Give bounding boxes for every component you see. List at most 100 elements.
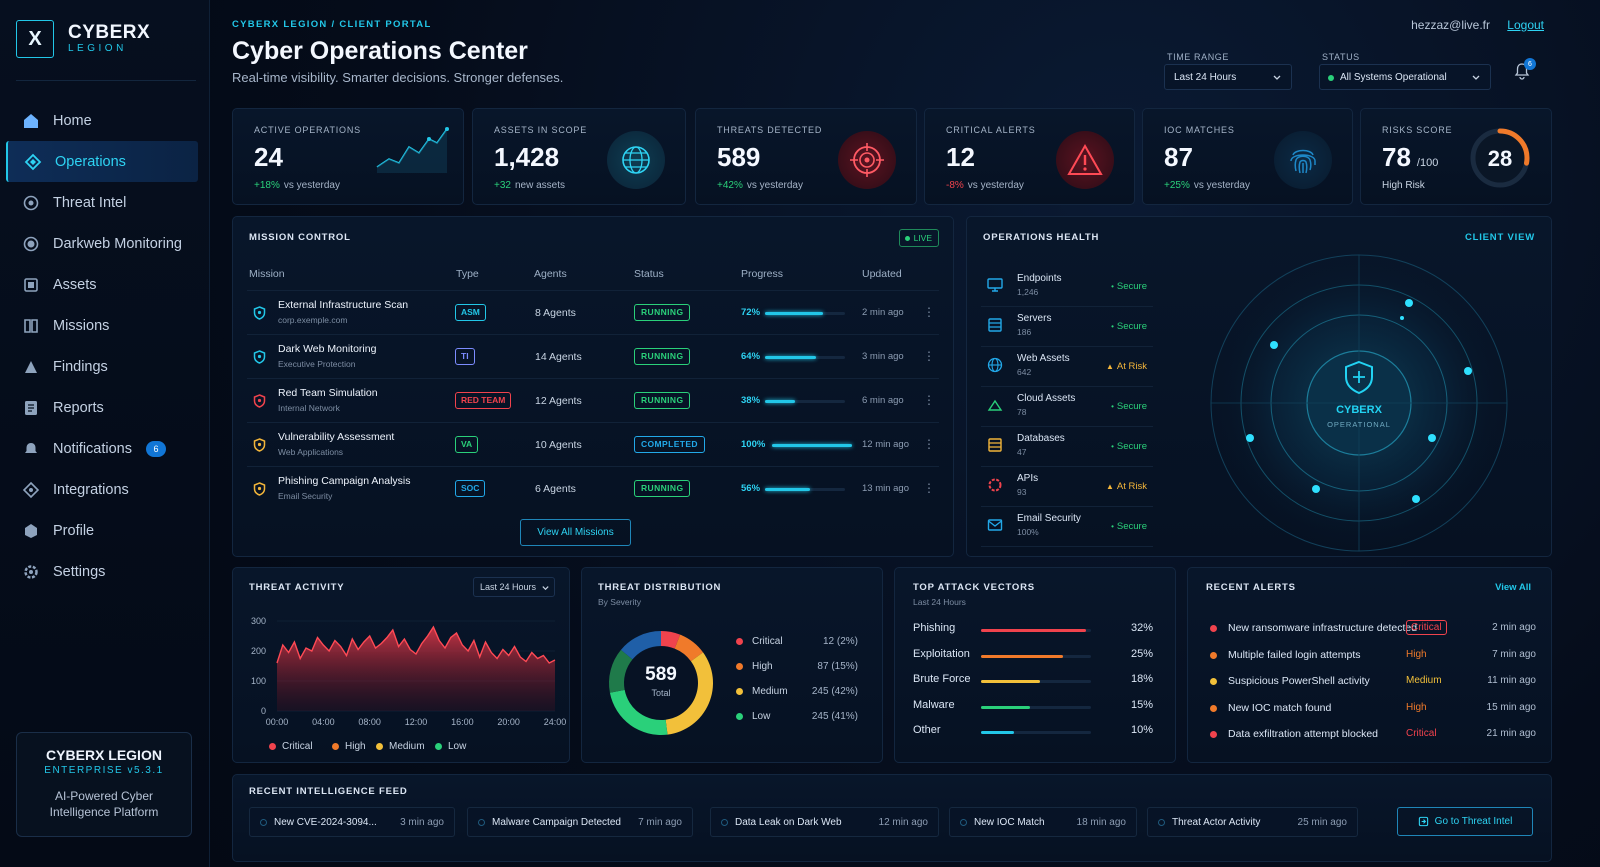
mission-column-header[interactable]: Progress bbox=[741, 268, 784, 280]
health-item-servers[interactable]: Servers 186 • Secure bbox=[981, 307, 1153, 347]
more-options-icon[interactable]: ⋮ bbox=[923, 481, 935, 495]
mission-column-header[interactable]: Agents bbox=[534, 268, 567, 280]
health-item-email-security[interactable]: Email Security 100% • Secure bbox=[981, 507, 1153, 547]
activity-legend-item[interactable]: High bbox=[332, 741, 366, 752]
activity-legend-item[interactable]: Medium bbox=[376, 741, 425, 752]
kpi-active-operations[interactable]: ACTIVE OPERATIONS 24 +18% vs yesterday bbox=[232, 108, 464, 205]
distribution-legend-item[interactable]: Low 245 (41%) bbox=[736, 711, 858, 722]
status-select[interactable]: All Systems Operational bbox=[1319, 64, 1491, 90]
distribution-legend-item[interactable]: High 87 (15%) bbox=[736, 661, 858, 672]
kpi-subtext: +32 new assets bbox=[494, 180, 565, 191]
activity-legend-item[interactable]: Critical bbox=[269, 741, 313, 752]
x-tick-label: 24:00 bbox=[544, 717, 567, 727]
kpi-risks-score[interactable]: RISKS SCORE 78/100 High Risk 28 bbox=[1360, 108, 1552, 205]
activity-legend-item[interactable]: Low bbox=[435, 741, 466, 752]
alert-row[interactable]: Multiple failed login attempts High 7 min … bbox=[1206, 647, 1536, 667]
sidebar-item-threat-intel[interactable]: Threat Intel bbox=[6, 182, 198, 223]
distribution-legend-item[interactable]: Critical 12 (2%) bbox=[736, 636, 858, 647]
kpi-label: ASSETS IN SCOPE bbox=[494, 125, 588, 135]
mission-progress-value: 64% bbox=[741, 351, 761, 362]
sidebar-item-integrations[interactable]: Integrations bbox=[6, 469, 198, 510]
attack-vector-row[interactable]: Phishing 32% bbox=[913, 622, 1153, 642]
breadcrumb[interactable]: CYBERX LEGION / CLIENT PORTAL bbox=[232, 19, 432, 30]
mission-row[interactable]: Red Team Simulation Internal Network RED T… bbox=[247, 378, 939, 422]
legend-label: Medium bbox=[752, 686, 788, 697]
mission-target: Email Security bbox=[278, 491, 333, 501]
mission-row[interactable]: External Infrastructure Scan corp.exemple… bbox=[247, 290, 939, 334]
sidebar-item-notifications[interactable]: Notifications 6 bbox=[6, 428, 198, 469]
alert-severity-label: Critical bbox=[1406, 620, 1447, 635]
activity-range-select[interactable]: Last 24 Hours bbox=[472, 577, 555, 597]
health-item-endpoints[interactable]: Endpoints 1,246 • Secure bbox=[981, 267, 1153, 307]
mission-column-header[interactable]: Type bbox=[456, 268, 479, 280]
logout-link[interactable]: Logout bbox=[1507, 18, 1544, 32]
health-item-web-assets[interactable]: Web Assets 642 ▲ At Risk bbox=[981, 347, 1153, 387]
sidebar-item-findings[interactable]: Findings bbox=[6, 346, 198, 387]
sidebar-item-operations[interactable]: Operations bbox=[6, 141, 198, 182]
mission-column-header[interactable]: Mission bbox=[249, 268, 285, 280]
sidebar-item-settings[interactable]: Settings bbox=[6, 551, 198, 592]
sidebar-item-profile[interactable]: Profile bbox=[6, 510, 198, 551]
kpi-value: 87 bbox=[1164, 142, 1193, 173]
health-item-status: • Secure bbox=[1111, 521, 1147, 532]
sidebar-item-assets[interactable]: Assets bbox=[6, 264, 198, 305]
radar-visual bbox=[1210, 254, 1508, 552]
sidebar-item-home[interactable]: Home bbox=[6, 100, 198, 141]
more-options-icon[interactable]: ⋮ bbox=[923, 393, 935, 407]
mission-row[interactable]: Phishing Campaign Analysis Email Security… bbox=[247, 466, 939, 510]
kpi-assets-in-scope[interactable]: ASSETS IN SCOPE 1,428 +32 new assets bbox=[472, 108, 686, 205]
warning-icon: ▲ bbox=[1105, 482, 1114, 491]
attack-vector-name: Phishing bbox=[913, 622, 956, 634]
alert-row[interactable]: New ransomware infrastructure detected Cr… bbox=[1206, 620, 1536, 640]
attack-vector-row[interactable]: Exploitation 25% bbox=[913, 648, 1153, 668]
feed-item[interactable]: Malware Campaign Detected 7 min ago bbox=[467, 807, 693, 837]
time-range-select[interactable]: Last 24 Hours bbox=[1164, 64, 1292, 90]
y-tick-label: 300 bbox=[251, 616, 266, 626]
sidebar-item-darkweb-monitoring[interactable]: Darkweb Monitoring bbox=[6, 223, 198, 264]
more-options-icon[interactable]: ⋮ bbox=[923, 349, 935, 363]
distribution-legend-item[interactable]: Medium 245 (42%) bbox=[736, 686, 858, 697]
alert-row[interactable]: New IOC match found High 15 min ago bbox=[1206, 700, 1536, 720]
feed-item[interactable]: Threat Actor Activity 25 min ago bbox=[1147, 807, 1358, 837]
kpi-ioc-matches[interactable]: IOC MATCHES 87 +25% vs yesterday bbox=[1142, 108, 1353, 205]
feed-item[interactable]: New CVE-2024-3094... 3 min ago bbox=[249, 807, 455, 837]
health-item-apis[interactable]: APIs 93 ▲ At Risk bbox=[981, 467, 1153, 507]
kpi-threats-detected[interactable]: THREATS DETECTED 589 +42% vs yesterday bbox=[695, 108, 917, 205]
kpi-value-number: 24 bbox=[254, 142, 283, 172]
alert-row[interactable]: Suspicious PowerShell activity Medium 11 m… bbox=[1206, 673, 1536, 693]
donut-slice bbox=[661, 631, 681, 649]
mission-column-header[interactable]: Updated bbox=[862, 268, 902, 280]
alerts-view-all-link[interactable]: View All bbox=[1495, 582, 1531, 593]
feed-item[interactable]: New IOC Match 18 min ago bbox=[949, 807, 1137, 837]
server-icon bbox=[987, 317, 1003, 338]
health-item-status-label: Secure bbox=[1116, 401, 1147, 412]
health-item-status: • Secure bbox=[1111, 441, 1147, 452]
threat-distribution-subtitle: By Severity bbox=[598, 597, 641, 607]
donut-slice bbox=[609, 649, 633, 693]
alert-row[interactable]: Data exfiltration attempt blocked Critica… bbox=[1206, 726, 1536, 746]
alert-severity-dot bbox=[1210, 625, 1217, 632]
view-all-missions-button[interactable]: View All Missions bbox=[520, 519, 631, 546]
attack-vector-row[interactable]: Malware 15% bbox=[913, 699, 1153, 719]
sidebar-item-missions[interactable]: Missions bbox=[6, 305, 198, 346]
attack-vector-row[interactable]: Brute Force 18% bbox=[913, 673, 1153, 693]
kpi-critical-alerts[interactable]: CRITICAL ALERTS 12 -8% vs yesterday bbox=[924, 108, 1135, 205]
mission-row[interactable]: Vulnerability Assessment Web Applications… bbox=[247, 422, 939, 466]
feed-item[interactable]: Data Leak on Dark Web 12 min ago bbox=[710, 807, 939, 837]
health-item-name: Servers bbox=[1017, 313, 1052, 324]
health-item-databases[interactable]: Databases 47 • Secure bbox=[981, 427, 1153, 467]
attack-vector-row[interactable]: Other 10% bbox=[913, 724, 1153, 744]
brand-logo[interactable]: X CYBERX LEGION bbox=[16, 20, 150, 58]
more-options-icon[interactable]: ⋮ bbox=[923, 305, 935, 319]
mission-row[interactable]: Dark Web Monitoring Executive Protection T… bbox=[247, 334, 939, 378]
alert-time: 7 min ago bbox=[1492, 648, 1536, 660]
mission-type-tag: VA bbox=[455, 436, 479, 453]
puzzle-icon bbox=[22, 481, 40, 499]
mission-column-header[interactable]: Status bbox=[634, 268, 664, 280]
sidebar-item-reports[interactable]: Reports bbox=[6, 387, 198, 428]
client-view-link[interactable]: CLIENT VIEW bbox=[1464, 232, 1535, 243]
intelligence-feed-title: RECENT INTELLIGENCE FEED bbox=[249, 786, 408, 797]
more-options-icon[interactable]: ⋮ bbox=[923, 437, 935, 451]
health-item-cloud-assets[interactable]: Cloud Assets 78 • Secure bbox=[981, 387, 1153, 427]
go-to-threat-intel-button[interactable]: Go to Threat Intel bbox=[1397, 807, 1533, 836]
